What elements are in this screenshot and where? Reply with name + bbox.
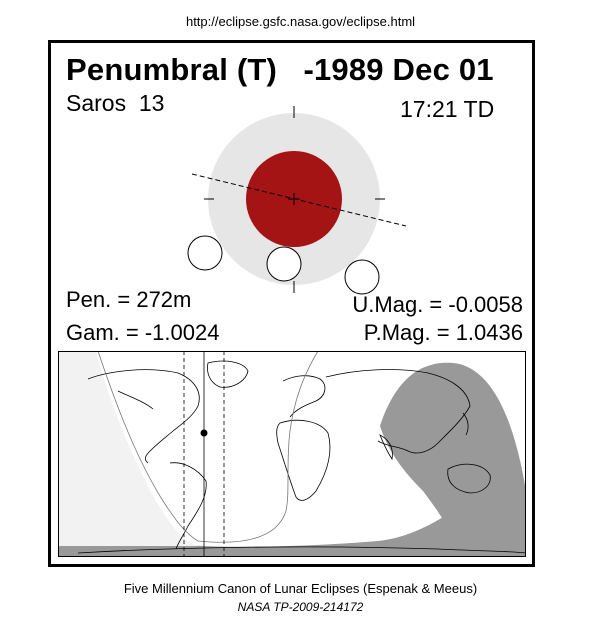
moon-path-line [191,173,407,227]
coast-australia [447,463,491,494]
coast-greenland [207,360,249,388]
coast-hudson-bay [117,390,154,410]
coast-asia [325,369,471,454]
saros-number: Saros 13 [66,90,165,116]
coast-north-america [87,369,200,464]
map-border [58,351,526,557]
coast-japan [462,412,469,436]
greatest-eclipse-marker [200,429,208,437]
coast-africa [276,419,331,501]
moon-position-greatest [266,246,302,282]
coast-india [379,434,393,461]
penumbra-limit-east [197,351,319,543]
coast-south-america [169,462,207,550]
caption-publication: NASA TP-2009-214172 [237,600,364,614]
gamma-value: Gam. = -1.0024 [66,320,220,345]
continent-outlines [77,360,526,554]
penumbral-magnitude: P.Mag. = 1.0436 [363,320,523,345]
moon-position-last-contact [344,259,380,295]
coast-antarctica [77,546,526,554]
umbral-magnitude: U.Mag. = -0.0058 [352,292,523,317]
partial-visibility-region-west [58,351,198,546]
caption-canon: Five Millennium Canon of Lunar Eclipses … [123,581,478,596]
visibility-world-map [58,351,526,557]
eclipse-time: 17:21 TD [400,96,495,122]
penumbral-duration: Pen. = 272m [66,287,192,312]
no-visibility-region-east [380,362,526,557]
source-url[interactable]: http://eclipse.gsfc.nasa.gov/eclipse.htm… [185,14,416,29]
moon-position-first-contact [187,235,223,271]
eclipse-title: Penumbral (T) -1989 Dec 01 [66,52,494,87]
coast-europe [282,375,326,418]
